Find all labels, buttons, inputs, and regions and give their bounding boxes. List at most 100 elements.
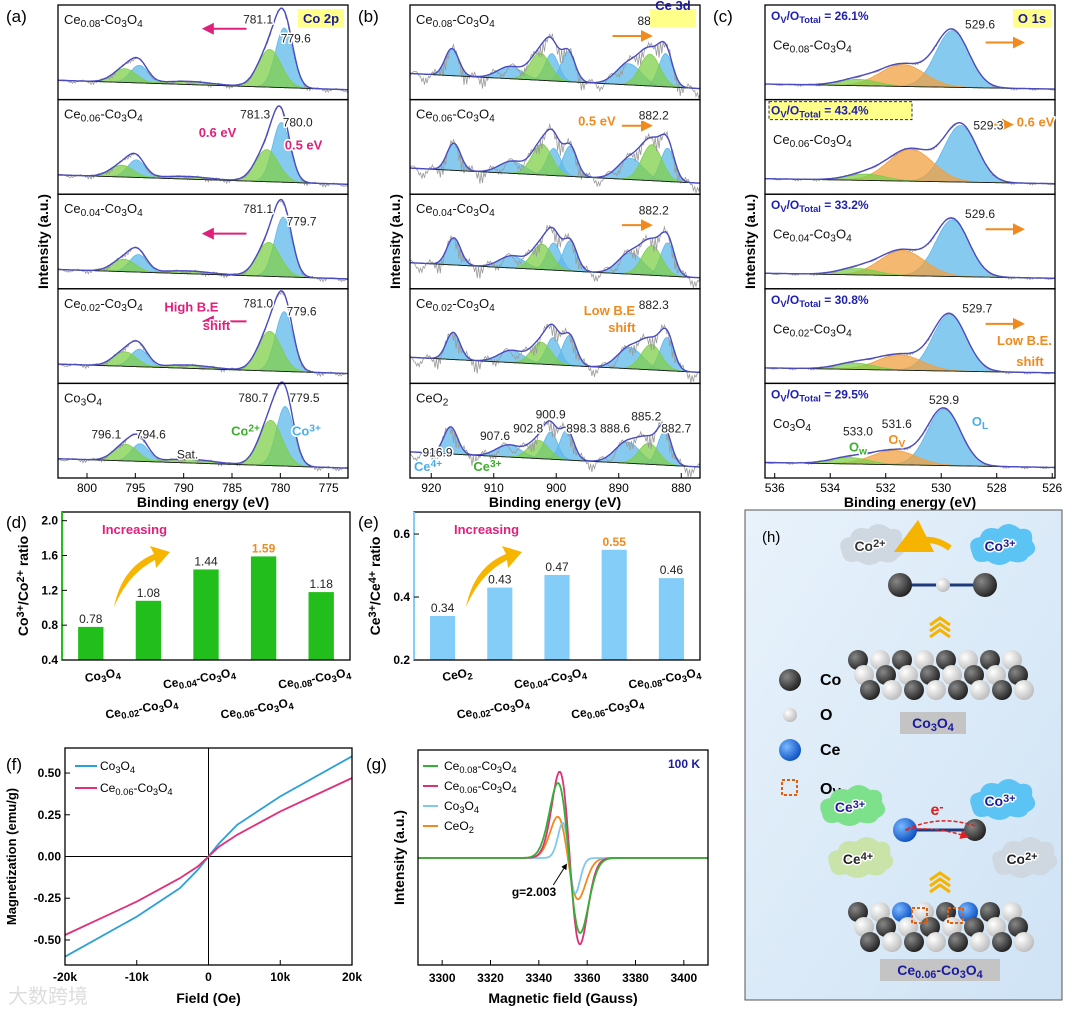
atom-Co <box>888 573 912 597</box>
sample-label: Co3O4 <box>773 416 811 434</box>
atom-O <box>882 680 902 700</box>
ion-label: Ce4+ <box>843 851 873 867</box>
peak-annotation: 531.6 <box>882 417 912 431</box>
raw-data-line <box>764 313 1056 375</box>
atom-Co <box>848 650 868 670</box>
bar-panel-d: (d) 0.78 Co3O4 1.08 Ce0.02-Co3O4 1.44 Ce0.04-C… <box>6 511 353 722</box>
atom-Co <box>980 650 1000 670</box>
watermark: 大数跨境 <box>8 985 88 1008</box>
category-label: Ce0.06-Co3O4 <box>570 695 646 724</box>
peak-annotation: 0.5 eV <box>285 138 323 153</box>
baseline-line <box>58 269 348 280</box>
plot-frame <box>417 749 709 966</box>
ion-cloud-icon <box>970 779 1036 820</box>
atom-O <box>854 917 874 937</box>
x-tick-label: 532 <box>876 481 896 495</box>
atom-Co <box>904 932 924 952</box>
atom-O <box>854 665 874 685</box>
atom-O <box>1002 902 1022 922</box>
atom-Co <box>964 665 984 685</box>
y-tick-label: 1.6 <box>41 549 58 563</box>
y-tick-label: 1.2 <box>41 583 58 597</box>
xps-panel-a: (a) Ce0.08-Co3O4 781.1 779.6 Ce0.06-Co3O4 781… <box>6 4 349 510</box>
ion-label: Co3+ <box>984 538 1015 554</box>
baseline-line <box>410 451 701 468</box>
bar-value-label: 1.08 <box>137 586 161 600</box>
envelope-line <box>58 290 348 375</box>
transfer-arrow <box>893 519 952 553</box>
envelope-line <box>410 128 701 184</box>
atom-Co <box>964 819 986 841</box>
baseline-line <box>58 174 348 185</box>
panel-title: Ce 3d <box>655 0 690 13</box>
y-axis-label: Ce3+/Ce4+ ratio <box>367 537 383 636</box>
spectrum-Ce0.06-Co3O4: Ce0.06-Co3O4 0.5 eV 882.2 <box>409 98 701 195</box>
raw-data-line <box>409 224 701 288</box>
envelope-line <box>58 198 348 280</box>
ion-cloud-icon <box>970 524 1036 565</box>
atom-O <box>870 902 890 922</box>
x-tick-label: 780 <box>270 481 290 495</box>
legend-label: Co3O4 <box>444 799 479 815</box>
peak-annotation: 885.2 <box>631 409 661 423</box>
material-label: Ce0.06-Co3O4 <box>897 962 983 981</box>
trend-annotation: Increasing <box>102 522 167 537</box>
panel-letter: (b) <box>358 7 379 26</box>
sample-label: Ce0.02-Co3O4 <box>773 321 852 339</box>
atom-O <box>958 650 978 670</box>
peak-annotation: 781.1 <box>243 202 273 216</box>
x-axis-label: Magnetic field (Gauss) <box>488 990 637 1006</box>
ion-cloud-icon <box>820 785 886 826</box>
envelope-line <box>765 407 1055 469</box>
spectrum-Ce0.02-Co3O4: OV/OTotal = 30.8% Ce0.02-Co3O4 529.7 Low B.… <box>764 288 1056 385</box>
bar-value-label: 0.43 <box>488 573 512 587</box>
spectrum-Ce0.08-Co3O4: OV/OTotal = 26.1% Ce0.08-Co3O4 529.6 <box>764 4 1056 101</box>
spectrum-Co3O4: Co3O4 796.1 794.6 Sat. 780.7 779.5 Co2+ Co3+ <box>57 381 349 479</box>
x-tick-label: 3340 <box>525 971 552 985</box>
x-tick-label: 3360 <box>574 971 601 985</box>
bar-value-label: 1.18 <box>310 577 334 591</box>
y-tick-label: 2.0 <box>41 514 58 528</box>
x-tick-label: 526 <box>1042 481 1062 495</box>
sample-label: Ce0.04-Co3O4 <box>64 201 143 219</box>
y-axis-label: Co3+/Co2+ ratio <box>15 536 31 636</box>
panel-letter: (d) <box>6 513 27 532</box>
bar <box>250 556 277 660</box>
peak-annotation: 780.0 <box>283 115 313 129</box>
bar <box>544 574 570 660</box>
panel-letter: (e) <box>358 513 379 532</box>
atom-O <box>870 650 890 670</box>
atom-Co <box>964 917 984 937</box>
spectrum-Ce0.04-Co3O4: Ce0.04-Co3O4 882.2 <box>409 193 701 290</box>
x-tick-label: -20k <box>53 970 77 984</box>
y-axis-label: Magnetization (emu/g) <box>4 788 19 925</box>
peak-annotation: Ow <box>849 439 867 457</box>
g-value-label: g=2.003 <box>512 885 557 899</box>
peak-annotation: shift <box>608 320 636 335</box>
atom-Co <box>860 932 880 952</box>
atom-Co <box>876 665 896 685</box>
peak-annotation: 902.8 <box>513 422 543 436</box>
chevron-up-icon <box>929 628 951 639</box>
x-tick-label: 534 <box>820 481 840 495</box>
spectrum-Ce0.02-Co3O4: Ce0.02-Co3O4 High B.E shift 781.0 779.6 <box>57 288 349 385</box>
ov-ratio-label: OV/OTotal = 33.2% <box>771 198 869 214</box>
atom-O <box>1014 680 1034 700</box>
title-badge <box>1013 9 1051 27</box>
category-label: Co3O4 <box>84 665 123 687</box>
ion-cloud-icon <box>992 837 1058 878</box>
oxygen-vacancy-icon <box>911 907 928 924</box>
x-tick-label: 900 <box>546 481 566 495</box>
peak-annotation: 529.6 <box>965 18 995 32</box>
xps-panel-c: (c) OV/OTotal = 26.1%Ce0.08-Co3O4529.6OV/… <box>713 4 1063 510</box>
x-tick-label: 790 <box>174 481 194 495</box>
chevron-up-icon <box>929 883 951 894</box>
ion-label: Co3+ <box>984 793 1015 809</box>
bar-value-label: 0.55 <box>603 535 627 549</box>
ov-ratio-label: OV/OTotal = 30.8% <box>771 293 869 309</box>
x-axis-label: Binding energy (eV) <box>137 494 269 510</box>
atom-Ce <box>958 902 978 922</box>
category-label: Ce0.02-Co3O4 <box>456 695 532 724</box>
